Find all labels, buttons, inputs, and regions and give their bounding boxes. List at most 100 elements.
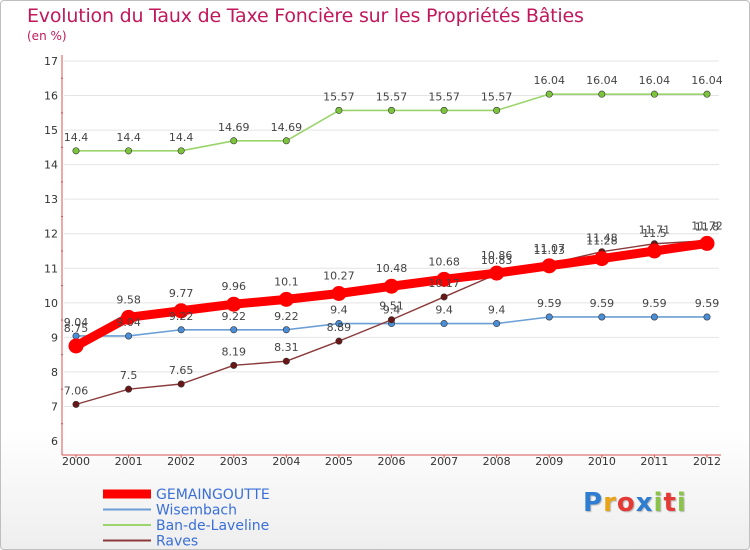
data-point [335,320,343,328]
data-label: 7.65 [169,364,194,377]
data-point [335,337,343,345]
y-tick-label: 12 [44,228,58,241]
data-point [436,271,452,287]
data-point [278,291,294,307]
data-label: 9.22 [222,310,247,323]
data-label: 11.5 [642,227,667,240]
logo-letter: o [616,488,636,518]
data-point [598,313,606,321]
data-label: 9.58 [116,293,141,306]
chart-title: Evolution du Taux de Taxe Foncière sur l… [27,5,584,27]
data-label: 8.89 [327,321,352,334]
data-point [173,303,189,319]
data-label: 9.96 [222,280,247,293]
data-label: 10.27 [323,269,355,282]
y-tick-label: 9 [51,331,58,344]
x-tick-label: 2005 [325,455,353,468]
data-label: 10.1 [274,275,299,288]
data-label: 9.22 [169,310,194,323]
x-tick-label: 2011 [640,455,668,468]
data-label: 10.83 [481,254,513,267]
logo-letter: x [635,488,654,518]
data-point [598,90,606,98]
axes: 6 7 8 9 10 11 12 13 14 15 16 17 2000 2001 2002 2003 2004… [44,55,721,468]
data-point [72,147,80,155]
data-label: 8.31 [274,341,299,354]
data-label: 14.4 [64,131,89,144]
data-label: 15.57 [428,90,460,103]
data-label: 9.4 [383,304,401,317]
data-point [331,285,347,301]
gridlines [64,60,719,407]
y-tick-label: 10 [44,297,58,310]
data-point [541,258,557,274]
data-label: 14.4 [169,131,194,144]
x-tick-label: 2000 [62,455,90,468]
data-point [72,400,80,408]
data-point [493,320,501,328]
data-label: 9.59 [642,297,667,310]
x-tick-label: 2004 [272,455,300,468]
data-label: 14.69 [218,121,250,134]
y-tick-label: 6 [51,435,58,448]
data-point [703,90,711,98]
legend-label: Ban-de-Laveline [156,518,269,534]
data-label: 10.86 [481,249,513,262]
y-tick-label: 16 [44,90,58,103]
data-label: 16.04 [586,74,618,87]
x-tick-label: 2010 [588,455,616,468]
data-label: 9.59 [695,297,720,310]
data-label: 11.07 [534,242,566,255]
proxiti-logo: Proxiti [583,488,687,518]
data-label: 9.59 [537,297,562,310]
data-point [282,137,290,145]
data-label: 15.57 [323,90,355,103]
data-point [226,296,242,312]
x-tick-label: 2006 [378,455,406,468]
data-label: 9.04 [64,316,89,329]
data-label: 9.4 [435,304,453,317]
data-point [125,385,133,393]
data-label: 10.17 [428,277,460,290]
data-point [282,357,290,365]
unit-label: (en %) [27,29,67,43]
legend: GEMAINGOUTTEWisembachBan-de-LavelineRave… [103,487,270,550]
data-point [545,313,553,321]
data-point [489,265,505,281]
x-tick-label: 2003 [220,455,248,468]
data-labels: 8.75 9.58 9.77 9.96 10.1 10.27 10.48 10.68 10.86… [64,74,723,397]
data-point [282,326,290,334]
data-label: 11.13 [534,244,566,257]
logo-letter: t [663,488,677,518]
data-label: 16.04 [639,74,671,87]
data-point [384,278,399,294]
data-label: 9.4 [488,304,506,317]
legend-label: Wisembach [156,503,237,519]
data-label: 8.19 [222,345,247,358]
data-point [125,147,133,155]
x-tick-label: 2009 [535,455,563,468]
data-label: 16.04 [534,74,566,87]
data-point [121,309,137,325]
data-label: 9.04 [116,316,141,329]
series-layer [68,90,715,408]
data-point [646,243,662,259]
data-point [493,106,501,114]
data-point [125,332,133,340]
data-label: 8.75 [64,322,89,335]
data-label: 10.48 [376,262,408,275]
data-label: 9.51 [379,300,404,313]
legend-label: Raves [156,534,198,550]
data-point [177,380,185,388]
data-label: 16.04 [691,74,723,87]
logo-letter: i [676,488,687,518]
data-label: 9.77 [169,287,194,300]
data-label: 9.59 [590,297,615,310]
data-label: 9.4 [330,304,348,317]
y-tick-label: 17 [44,55,58,68]
data-label: 7.06 [64,384,89,397]
y-tick-label: 13 [44,193,58,206]
data-label: 11.72 [691,219,723,232]
